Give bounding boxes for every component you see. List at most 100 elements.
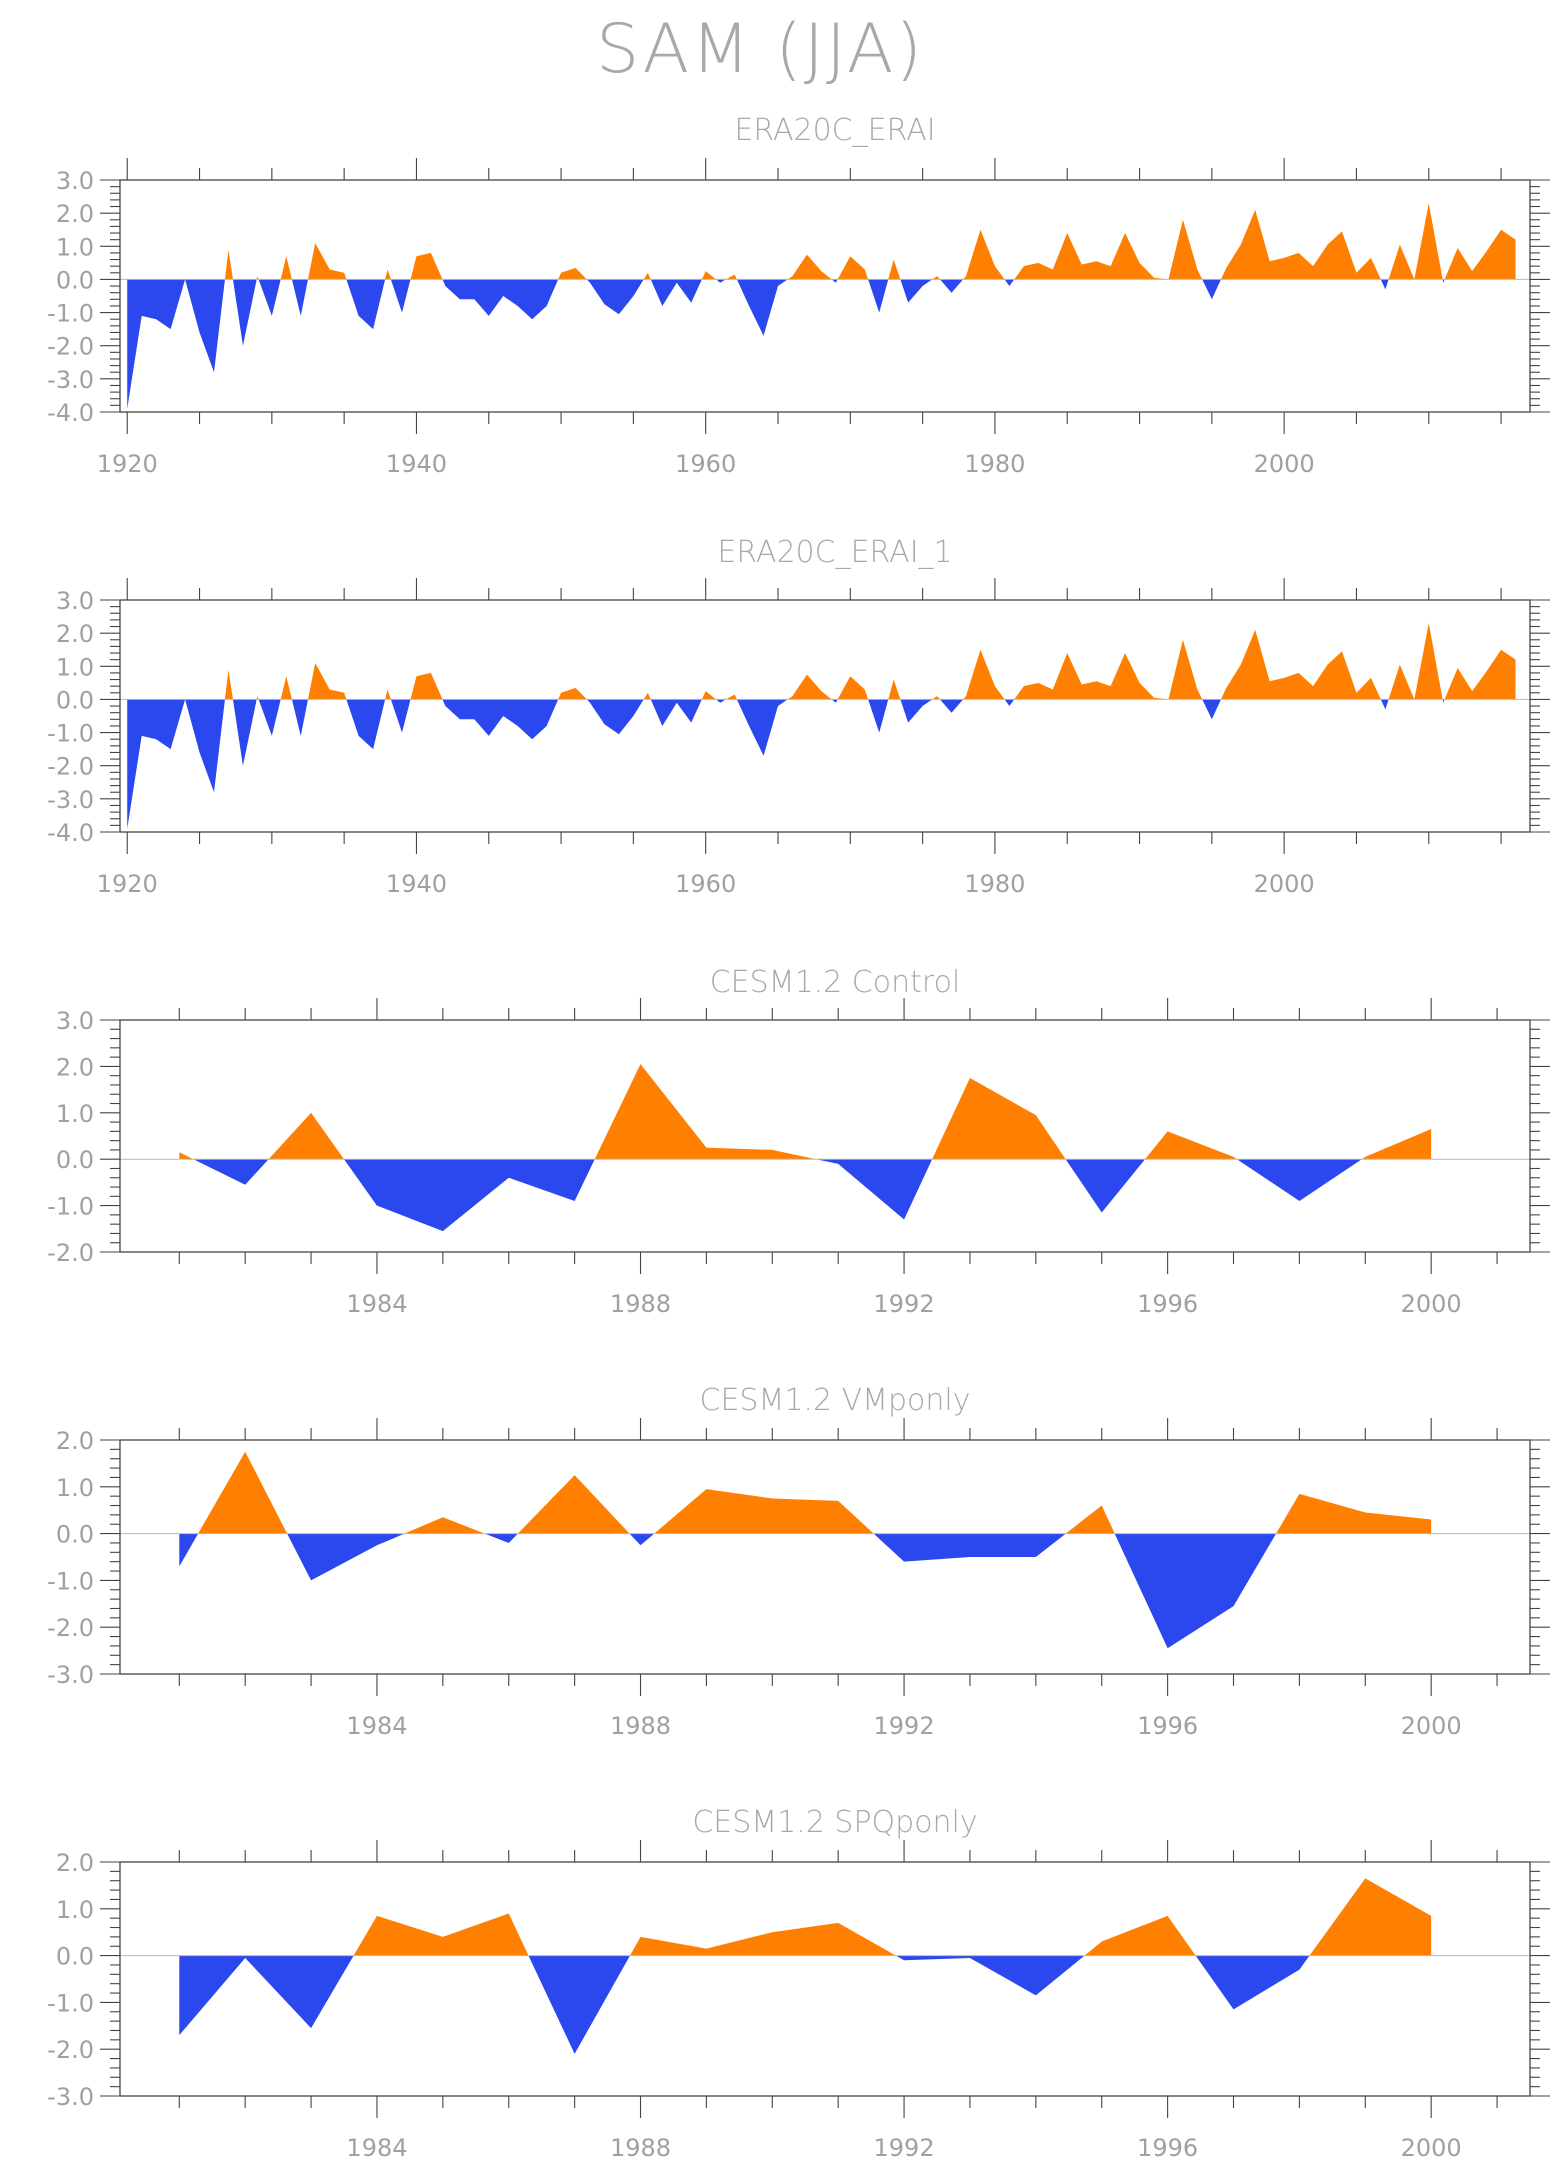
positive-area bbox=[701, 271, 717, 280]
negative-area bbox=[442, 699, 559, 740]
negative-area bbox=[900, 279, 933, 303]
positive-area bbox=[888, 679, 901, 700]
plot-frame bbox=[119, 599, 1531, 833]
positive-area bbox=[1361, 1129, 1432, 1160]
negative-area bbox=[185, 279, 225, 373]
y-tick-label: -1.0 bbox=[47, 300, 94, 328]
panel-cesm-control: CESM1.2 Control 3.0 2.0 1.0 0.0 -1.0 -2.0 1984… bbox=[47, 965, 1550, 1318]
negative-area bbox=[868, 279, 889, 313]
negative-area bbox=[1202, 699, 1221, 720]
x-tick-label: 1980 bbox=[964, 450, 1025, 478]
positive-area bbox=[1414, 623, 1443, 700]
positive-area bbox=[179, 1152, 194, 1160]
positive-area bbox=[268, 1112, 345, 1160]
panel-cesm-spqponly: CESM1.2 SPQponly 2.0 1.0 0.0 -1.0 -2.0 -3.0 19… bbox=[47, 1805, 1550, 2162]
positive-area bbox=[932, 696, 940, 700]
positive-area bbox=[280, 256, 292, 280]
y-tick-label: 2.0 bbox=[56, 200, 94, 228]
negative-area bbox=[716, 699, 726, 703]
x-tick-label: 1992 bbox=[874, 2134, 935, 2162]
positive-area bbox=[643, 272, 651, 280]
positive-area bbox=[932, 1078, 1066, 1160]
negative-area bbox=[900, 699, 933, 723]
x-tick-label: 1996 bbox=[1137, 1712, 1198, 1740]
x-tick-label: 1988 bbox=[610, 1290, 671, 1318]
y-tick-label: -2.0 bbox=[47, 333, 94, 361]
y-tick-label: 1.0 bbox=[56, 1100, 94, 1128]
y-tick-label: 1.0 bbox=[56, 233, 94, 261]
y-tick-label: 3.0 bbox=[56, 587, 94, 615]
positive-area bbox=[654, 1489, 874, 1534]
positive-area bbox=[1065, 1505, 1115, 1534]
y-tick-label: -1.0 bbox=[47, 1567, 94, 1595]
y-tick-label: -3.0 bbox=[47, 2083, 94, 2111]
positive-area bbox=[256, 276, 259, 280]
negative-area bbox=[484, 1533, 518, 1543]
y-tick-label: 0.0 bbox=[56, 266, 94, 294]
negative-area bbox=[346, 699, 386, 750]
positive-area bbox=[932, 276, 940, 280]
positive-area bbox=[1276, 1493, 1432, 1534]
negative-area bbox=[831, 279, 838, 283]
positive-area bbox=[410, 252, 443, 280]
negative-area bbox=[185, 699, 225, 793]
negative-area bbox=[232, 279, 257, 346]
negative-area bbox=[873, 1533, 1066, 1562]
negative-area bbox=[831, 699, 838, 703]
y-tick-label: -3.0 bbox=[47, 366, 94, 394]
x-tick-label: 2000 bbox=[1401, 2134, 1462, 2162]
negative-area bbox=[1236, 1159, 1362, 1201]
positive-area bbox=[1220, 629, 1381, 700]
negative-area bbox=[939, 699, 964, 713]
positive-area bbox=[517, 1475, 630, 1534]
panel-title: CESM1.2 Control bbox=[710, 965, 961, 1000]
negative-area bbox=[344, 1159, 595, 1232]
x-tick-label: 1940 bbox=[386, 870, 447, 898]
y-tick-label: 3.0 bbox=[56, 1007, 94, 1035]
positive-area bbox=[837, 256, 869, 280]
panel-title: ERA20C_ERAI_1 bbox=[717, 535, 952, 570]
y-tick-label: -2.0 bbox=[47, 1239, 94, 1267]
positive-area bbox=[1014, 233, 1169, 280]
plot-frame bbox=[119, 1439, 1531, 1675]
y-tick-label: 1.0 bbox=[56, 1896, 94, 1924]
negative-area bbox=[258, 699, 281, 736]
negative-area bbox=[868, 699, 889, 733]
y-tick-label: 2.0 bbox=[56, 620, 94, 648]
y-tick-label: 0.0 bbox=[56, 686, 94, 714]
negative-area bbox=[346, 279, 386, 330]
negative-area bbox=[895, 1955, 1085, 1996]
x-tick-label: 1996 bbox=[1137, 1290, 1198, 1318]
positive-area bbox=[837, 676, 869, 700]
negative-area bbox=[291, 699, 308, 736]
negative-area bbox=[390, 699, 411, 733]
positive-area bbox=[701, 691, 717, 700]
positive-area bbox=[1145, 1131, 1237, 1160]
x-tick-label: 1920 bbox=[97, 870, 158, 898]
x-tick-label: 2000 bbox=[1401, 1712, 1462, 1740]
positive-area bbox=[404, 1517, 485, 1534]
positive-area bbox=[1309, 1878, 1432, 1956]
panel-title: CESM1.2 SPQponly bbox=[692, 1805, 977, 1840]
plot-frame bbox=[119, 1019, 1531, 1253]
y-tick-label: -2.0 bbox=[47, 1614, 94, 1642]
negative-area bbox=[586, 699, 644, 735]
y-tick-label: -4.0 bbox=[47, 819, 94, 847]
y-tick-label: 2.0 bbox=[56, 1849, 94, 1877]
positive-area bbox=[385, 269, 391, 280]
y-tick-label: 2.0 bbox=[56, 1427, 94, 1455]
positive-area bbox=[410, 672, 443, 700]
negative-area bbox=[716, 279, 726, 283]
negative-area bbox=[390, 279, 411, 313]
y-tick-label: -3.0 bbox=[47, 1661, 94, 1689]
negative-area bbox=[287, 1533, 405, 1581]
negative-area bbox=[1114, 1533, 1277, 1649]
negative-area bbox=[1202, 279, 1221, 300]
y-tick-label: -1.0 bbox=[47, 720, 94, 748]
positive-area bbox=[224, 249, 233, 280]
x-tick-label: 1984 bbox=[346, 1712, 407, 1740]
positive-area bbox=[725, 274, 737, 280]
positive-area bbox=[1414, 203, 1443, 280]
negative-area bbox=[1004, 699, 1015, 707]
x-tick-label: 2000 bbox=[1254, 870, 1315, 898]
